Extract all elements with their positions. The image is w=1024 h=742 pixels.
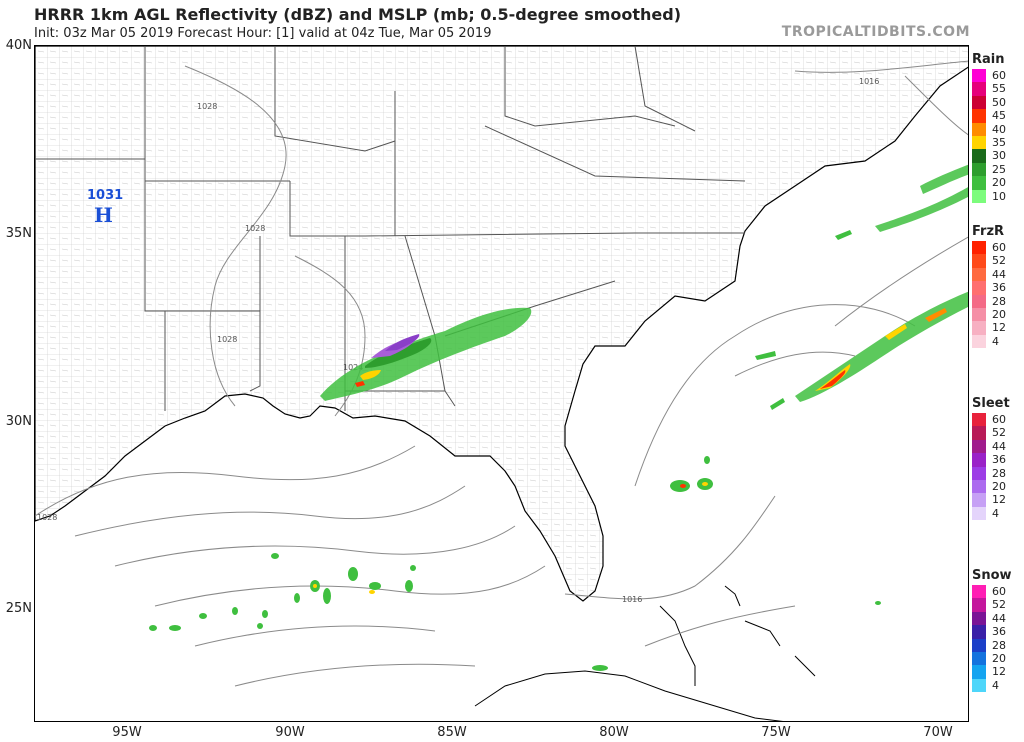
legend-snow-row: 4	[972, 678, 1022, 693]
legend-rain-row: 30	[972, 149, 1022, 163]
reflectivity-band-atlantic	[755, 164, 968, 410]
legend-snow-row: 12	[972, 665, 1022, 679]
map-title: HRRR 1km AGL Reflectivity (dBZ) and MSLP…	[34, 5, 682, 24]
lon-label-70w: 70W	[923, 725, 953, 740]
legend-snow-row: 36	[972, 625, 1022, 639]
lat-label-40n: 40N	[5, 38, 32, 53]
map-canvas: 1028 1028 1028 1024 1016 1016 1028 1031 …	[35, 46, 968, 721]
legend-snow-row: 52	[972, 598, 1022, 612]
lon-label-90w: 90W	[275, 725, 305, 740]
lat-label-35n: 35N	[5, 226, 32, 241]
legend-sleet-row: 20	[972, 479, 1022, 494]
legend-sleet-row: 52	[972, 426, 1022, 440]
legend-sleet-title: Sleet	[972, 396, 1010, 411]
legend-sleet-row: 44	[972, 439, 1022, 454]
lat-label-25n: 25N	[5, 601, 32, 616]
high-pressure-icon: H	[94, 203, 113, 227]
legend-rain-row: 25	[972, 162, 1022, 177]
legend-sleet: Sleet 60 52 44 36 28 20 12 4	[972, 396, 1022, 521]
legend-rain-row: 35	[972, 135, 1022, 150]
isobar-label-3: 1028	[217, 335, 237, 344]
legend-rain-scale: 60 55 50 45 40 35 30 25 20 10	[972, 69, 1022, 203]
lon-label-85w: 85W	[437, 725, 467, 740]
lon-label-80w: 80W	[599, 725, 629, 740]
legend-snow-row: 28	[972, 638, 1022, 652]
legend-frzr-row: 28	[972, 294, 1022, 308]
isobar-label-2: 1028	[245, 224, 265, 233]
legend-snow-title: Snow	[972, 568, 1012, 583]
legend-rain-row: 50	[972, 95, 1022, 110]
legend-sleet-row: 4	[972, 506, 1022, 521]
legend-frzr-row: 60	[972, 241, 1022, 255]
legend-rain-row: 60	[972, 69, 1022, 83]
legend-frzr-title: FrzR	[972, 224, 1005, 239]
isobars	[35, 60, 968, 687]
legend-rain-row: 20	[972, 176, 1022, 190]
legend-rain-title: Rain	[972, 52, 1005, 67]
legend-rain-row: 45	[972, 109, 1022, 123]
lon-label-95w: 95W	[112, 725, 142, 740]
weather-map[interactable]: 1028 1028 1028 1024 1016 1016 1028 1031 …	[34, 45, 969, 722]
legend-rain-row: 40	[972, 122, 1022, 136]
legend-frzr-row: 12	[972, 321, 1022, 335]
legend-sleet-row: 60	[972, 413, 1022, 427]
legend-frzr-row: 36	[972, 281, 1022, 295]
lat-label-30n: 30N	[5, 414, 32, 429]
cuba-coast	[474, 670, 784, 721]
legend-sleet-row: 36	[972, 453, 1022, 467]
isobar-label-4: 1024	[343, 363, 363, 372]
legend-frzr-row: 20	[972, 307, 1022, 322]
reflectivity-cells-intense	[313, 482, 708, 594]
legend-frzr-row: 52	[972, 254, 1022, 268]
bahamas-coast	[659, 585, 816, 686]
high-pressure-value: 1031	[87, 188, 123, 203]
isobar-label-7: 1028	[37, 513, 57, 522]
isobar-label-1: 1028	[197, 102, 217, 111]
legend-snow-row: 44	[972, 611, 1022, 626]
legend-rain-row: 55	[972, 82, 1022, 96]
legend-frzr-row: 44	[972, 267, 1022, 282]
legend-snow-row: 20	[972, 651, 1022, 666]
legend-sleet-row: 12	[972, 493, 1022, 507]
legend-frzr-row: 4	[972, 334, 1022, 349]
isobar-label-5: 1016	[859, 77, 879, 86]
legend-snow-row: 60	[972, 585, 1022, 599]
legend-rain-row: 10	[972, 189, 1022, 203]
reflectivity-cells-scattered	[149, 456, 881, 671]
brand-watermark[interactable]: TROPICALTIDBITS.COM	[781, 24, 970, 40]
legend-rain: Rain 60 55 50 45 40 35 30 25 20 10	[972, 52, 1022, 203]
legend-snow: Snow 60 52 44 36 28 20 12 4	[972, 568, 1022, 693]
lon-label-75w: 75W	[761, 725, 791, 740]
legend-frzr: FrzR 60 52 44 36 28 20 12 4	[972, 224, 1022, 349]
isobar-label-6: 1016	[622, 595, 642, 604]
legend-sleet-row: 28	[972, 466, 1022, 480]
map-subtitle: Init: 03z Mar 05 2019 Forecast Hour: [1]…	[34, 26, 492, 41]
reflectivity-band-southeast	[320, 307, 532, 401]
